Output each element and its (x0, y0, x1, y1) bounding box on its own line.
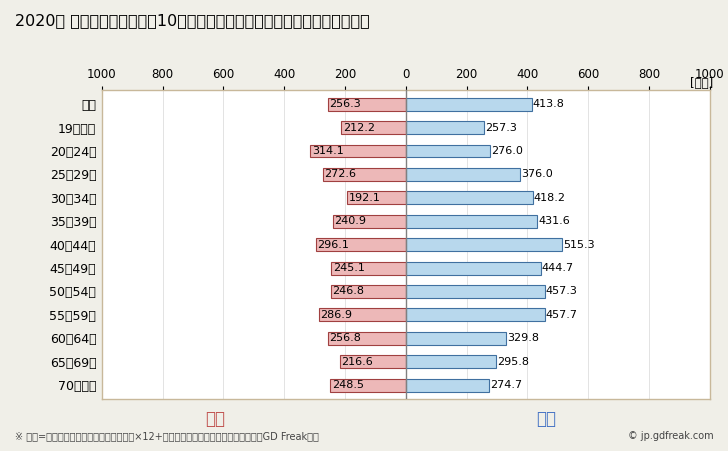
Bar (333, 215, 406, 228)
Text: 413.8: 413.8 (533, 99, 564, 109)
Text: 376.0: 376.0 (521, 170, 553, 179)
Text: 272.6: 272.6 (325, 170, 357, 179)
Bar (406, 379, 489, 391)
Text: 457.7: 457.7 (546, 310, 578, 320)
Bar (406, 145, 490, 157)
Text: 295.8: 295.8 (496, 357, 529, 367)
Bar (331, 262, 406, 275)
Text: 男性: 男性 (536, 410, 556, 428)
Text: [万円]: [万円] (690, 77, 713, 90)
Text: 276.0: 276.0 (491, 146, 523, 156)
Text: 418.2: 418.2 (534, 193, 566, 203)
Bar (341, 121, 406, 134)
Bar (323, 168, 406, 181)
Text: 515.3: 515.3 (563, 239, 595, 250)
Bar (347, 191, 406, 204)
Text: 246.8: 246.8 (333, 286, 365, 296)
Bar (328, 332, 406, 345)
Bar (406, 98, 531, 110)
Bar (406, 238, 563, 251)
Text: 256.3: 256.3 (330, 99, 361, 109)
Bar (406, 168, 520, 181)
Text: 240.9: 240.9 (334, 216, 366, 226)
Text: 2020年 民間企業（従業者数10人以上）フルタイム労働者の男女別平均年収: 2020年 民間企業（従業者数10人以上）フルタイム労働者の男女別平均年収 (15, 14, 369, 28)
Text: 457.3: 457.3 (546, 286, 577, 296)
Text: 444.7: 444.7 (542, 263, 574, 273)
Bar (310, 145, 406, 157)
Text: 257.3: 257.3 (485, 123, 517, 133)
Bar (331, 285, 406, 298)
Text: 296.1: 296.1 (317, 239, 349, 250)
Bar (406, 262, 541, 275)
Text: ※ 年収=「きまって支給する現金給与額」×12+「年間賞与その他特別給与額」としてGD Freak推計: ※ 年収=「きまって支給する現金給与額」×12+「年間賞与その他特別給与額」とし… (15, 431, 318, 441)
Bar (406, 355, 496, 368)
Text: 431.6: 431.6 (538, 216, 570, 226)
Text: © jp.gdfreak.com: © jp.gdfreak.com (628, 431, 713, 441)
Bar (316, 238, 406, 251)
Bar (406, 285, 545, 298)
Text: 274.7: 274.7 (490, 380, 523, 390)
Text: 192.1: 192.1 (349, 193, 381, 203)
Bar (406, 215, 537, 228)
Bar (406, 332, 506, 345)
Bar (406, 308, 545, 321)
Text: 256.8: 256.8 (329, 333, 361, 343)
Bar (328, 98, 406, 110)
Text: 329.8: 329.8 (507, 333, 539, 343)
Text: 314.1: 314.1 (312, 146, 344, 156)
Text: 248.5: 248.5 (332, 380, 364, 390)
Text: 245.1: 245.1 (333, 263, 365, 273)
Bar (331, 379, 406, 391)
Text: 212.2: 212.2 (343, 123, 375, 133)
Bar (340, 355, 406, 368)
Text: 女性: 女性 (205, 410, 225, 428)
Bar (406, 121, 484, 134)
Text: 286.9: 286.9 (320, 310, 352, 320)
Text: 216.6: 216.6 (341, 357, 373, 367)
Bar (406, 191, 533, 204)
Bar (319, 308, 406, 321)
